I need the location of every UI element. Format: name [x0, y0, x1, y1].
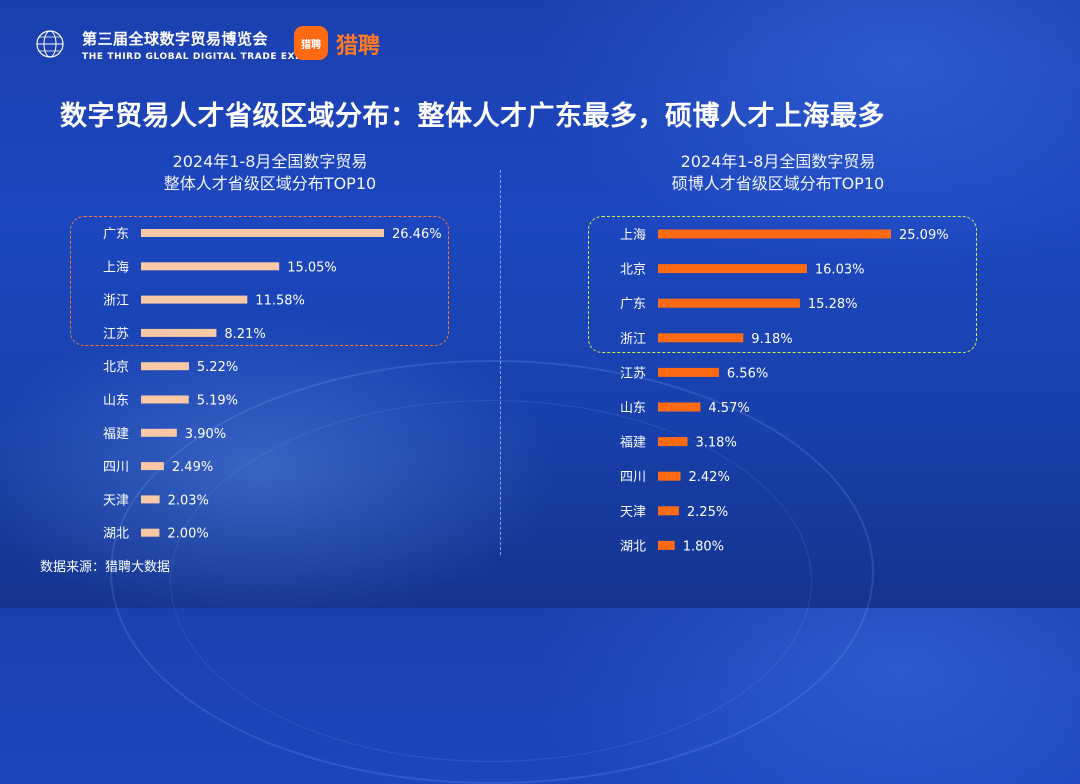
right-bar	[658, 540, 675, 550]
left-value-label: 26.46%	[392, 227, 442, 242]
left-top4-highlight-box	[70, 216, 449, 346]
right-category-label: 江苏	[620, 365, 646, 381]
left-bar	[141, 362, 189, 371]
right-value-label: 9.18%	[751, 332, 792, 347]
left-category-label: 浙江	[103, 294, 129, 309]
right-bar	[658, 229, 891, 239]
left-bar	[141, 428, 177, 437]
left-category-label: 山东	[103, 394, 129, 409]
left-category-label: 广东	[103, 227, 129, 242]
page-title: 数字贸易人才省级区域分布：整体人才广东最多，硕博人才上海最多	[60, 101, 885, 132]
left-chart-title-line1: 2024年1-8月全国数字贸易	[172, 152, 368, 171]
right-bar	[658, 333, 744, 343]
panel-divider	[500, 170, 501, 555]
left-bar	[141, 295, 248, 304]
left-value-label: 8.21%	[224, 327, 265, 342]
brand-logo-icon: 猎聘	[294, 26, 328, 60]
right-top4-highlight-box	[588, 216, 977, 353]
right-value-label: 4.57%	[708, 401, 749, 416]
brand-name: 猎聘	[336, 34, 381, 59]
left-chart-title: 2024年1-8月全国数字贸易 整体人才省级区域分布TOP10	[110, 151, 430, 195]
left-bar	[141, 328, 217, 337]
right-chart-title-line2: 硕博人才省级区域分布TOP10	[671, 174, 885, 193]
left-category-label: 上海	[103, 260, 129, 275]
right-chart-title-line1: 2024年1-8月全国数字贸易	[680, 152, 876, 171]
right-value-label: 6.56%	[727, 366, 768, 381]
right-value-label: 1.80%	[683, 539, 724, 554]
right-value-label: 16.03%	[815, 263, 865, 278]
left-category-label: 天津	[103, 493, 129, 508]
right-category-label: 浙江	[620, 332, 646, 347]
right-bar-chart: 上海 25.09% 北京 16.03% 广东 15.28% 浙江 9.18% 江苏 6.56% 山东…	[620, 228, 949, 554]
left-category-label: 四川	[103, 460, 129, 475]
right-value-label: 3.18%	[696, 436, 737, 451]
left-bar-chart: 广东 26.46% 上海 15.05% 浙江 11.58% 江苏 8.21% 北京 5.22% 山东…	[103, 227, 442, 542]
left-value-label: 2.03%	[168, 493, 209, 508]
right-category-label: 福建	[620, 436, 646, 451]
right-value-label: 2.25%	[687, 505, 728, 520]
right-value-label: 25.09%	[899, 228, 949, 243]
right-bar	[658, 402, 701, 412]
right-category-label: 上海	[620, 228, 646, 243]
right-bar	[658, 298, 800, 308]
left-bar	[141, 495, 160, 504]
left-value-label: 11.58%	[255, 294, 305, 309]
expo-name-cn: 第三届全球数字贸易博览会	[82, 30, 269, 48]
left-bar	[141, 462, 164, 471]
right-bar	[658, 471, 681, 481]
right-category-label: 湖北	[620, 539, 646, 554]
right-chart-title: 2024年1-8月全国数字贸易 硕博人才省级区域分布TOP10	[618, 151, 938, 195]
right-category-label: 山东	[620, 401, 646, 416]
left-value-label: 2.00%	[167, 527, 208, 542]
left-value-label: 5.19%	[197, 394, 238, 409]
right-category-label: 广东	[620, 297, 646, 312]
right-bar	[658, 367, 719, 377]
expo-name-en: THE THIRD GLOBAL DIGITAL TRADE EXPO	[82, 52, 311, 62]
left-value-label: 3.90%	[185, 427, 226, 442]
right-bar	[658, 437, 688, 447]
left-value-label: 15.05%	[287, 260, 337, 275]
source-note: 数据来源：猎聘大数据	[40, 560, 171, 575]
left-bar	[141, 528, 160, 537]
bar-charts: 广东 26.46% 上海 15.05% 浙江 11.58% 江苏 8.21% 北京 5.22% 山东…	[103, 227, 949, 554]
expo-globe-logo-icon	[36, 30, 64, 58]
right-category-label: 天津	[620, 505, 646, 520]
left-category-label: 北京	[103, 360, 129, 375]
right-bar	[658, 506, 679, 516]
left-category-label: 江苏	[103, 326, 129, 342]
right-value-label: 2.42%	[689, 470, 730, 485]
left-category-label: 湖北	[103, 527, 129, 542]
left-bar	[141, 395, 189, 404]
header: 第三届全球数字贸易博览会 THE THIRD GLOBAL DIGITAL TR…	[22, 22, 442, 68]
left-bar	[141, 229, 384, 237]
right-category-label: 北京	[620, 263, 646, 278]
left-value-label: 5.22%	[197, 360, 238, 375]
left-chart-title-line2: 整体人才省级区域分布TOP10	[163, 174, 377, 193]
right-category-label: 四川	[620, 470, 646, 485]
right-value-label: 15.28%	[808, 297, 858, 312]
left-value-label: 2.49%	[172, 460, 213, 475]
left-category-label: 福建	[103, 427, 129, 442]
left-bar	[141, 262, 280, 271]
right-bar	[658, 264, 807, 274]
